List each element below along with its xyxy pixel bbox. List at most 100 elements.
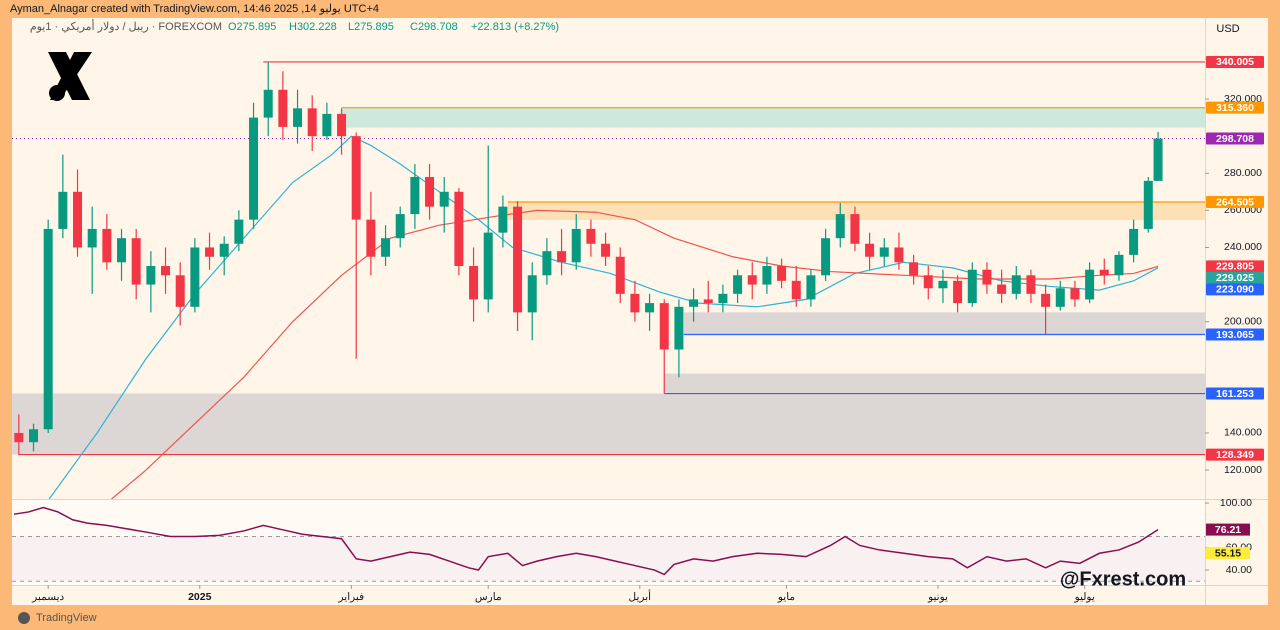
candle-body (131, 238, 141, 285)
candle-body (689, 299, 699, 307)
candle-body (542, 251, 552, 276)
candle-body (454, 191, 464, 267)
candle-body (469, 266, 479, 300)
candle-body (982, 269, 992, 285)
price-label-box (1206, 101, 1264, 114)
credit: Ayman_Alnagar created with TradingView.c… (10, 3, 379, 15)
watermark: @Fxrest.com (1060, 568, 1186, 590)
candle-body (175, 275, 185, 307)
price-label-box (1206, 260, 1264, 273)
y-tick-label: 100.00 (1220, 497, 1252, 509)
y-tick-label: 140.000 (1224, 427, 1262, 439)
candle-body (762, 266, 772, 285)
candle-body (645, 303, 655, 313)
y-tick-label: 120.000 (1224, 464, 1262, 476)
candle-body (630, 293, 640, 313)
y-tick-label: 40.00 (1226, 564, 1252, 576)
candle-body (161, 266, 171, 276)
y-tick-label: 240.000 (1224, 241, 1262, 253)
candle-body (909, 262, 919, 276)
candle-body (14, 432, 24, 443)
rsi-label: 76.21 (1215, 524, 1241, 536)
zone (507, 202, 1205, 221)
brand-icon (18, 612, 30, 624)
candle-body (835, 214, 845, 239)
rsi-label: 55.15 (1215, 547, 1241, 559)
candle-body (733, 275, 743, 294)
candle-body (1099, 269, 1109, 276)
candle-body (674, 306, 684, 350)
candle-body (1011, 275, 1021, 294)
candle-body (205, 247, 215, 257)
candle-body (293, 108, 303, 127)
candle-body (498, 206, 508, 233)
x-tick-label: مارس (475, 591, 502, 603)
candle-body (263, 89, 273, 118)
candle-body (307, 108, 317, 137)
candle-body (146, 266, 156, 285)
price-label: 223.090 (1216, 284, 1254, 296)
candle-body (601, 243, 611, 257)
candle-body (953, 280, 963, 304)
price-label: 264.505 (1216, 196, 1254, 208)
candle-body (483, 232, 493, 300)
candle-body (777, 266, 787, 281)
rsi-label-box (1206, 523, 1250, 536)
candle-body (1055, 288, 1065, 307)
x-tick-label: فبراير (338, 591, 365, 603)
candle-body (571, 228, 581, 263)
candle-body (703, 299, 713, 304)
candle-body (87, 228, 97, 248)
candle-body (1143, 180, 1153, 229)
rsi-line (13, 506, 1159, 576)
candle-body (865, 243, 875, 257)
candle-body (1026, 275, 1036, 294)
zone (341, 107, 1205, 128)
candle-body (967, 269, 977, 304)
ohlc-high: H302.228 (289, 21, 337, 33)
candle-body (322, 113, 332, 137)
candle-body (1070, 288, 1080, 300)
candle-body (791, 280, 801, 300)
candle-body (1085, 269, 1095, 300)
x-tick-label: ديسمبر (31, 591, 64, 603)
candle-body (821, 238, 831, 276)
logo (48, 52, 92, 101)
candle-body (718, 293, 728, 304)
candle-body (894, 247, 904, 263)
candle-body (557, 251, 567, 263)
x-tick-label: يوليو (1074, 591, 1095, 603)
candle-body (219, 243, 229, 257)
layer (12, 506, 1205, 582)
candle-body (29, 429, 39, 443)
price-label-box (1206, 55, 1264, 68)
candle-body (586, 228, 596, 244)
x-tick-label: يونيو (927, 591, 948, 603)
ohlc-low: L275.895 (348, 21, 394, 33)
candle-body (938, 280, 948, 289)
candle-body (439, 191, 449, 207)
price-label-box (1206, 387, 1264, 400)
zone (683, 312, 1205, 335)
candle-body (513, 206, 523, 313)
candle-body (615, 256, 625, 294)
candle-body (923, 275, 933, 289)
candle-body (234, 219, 244, 244)
candle-body (1114, 254, 1124, 276)
candle-body (527, 275, 537, 313)
candle-body (278, 89, 288, 127)
y-tick-label: 280.000 (1224, 167, 1262, 179)
brand: TradingView (36, 612, 97, 624)
candle-body (190, 247, 200, 307)
y-tick-label: 200.000 (1224, 315, 1262, 327)
price-label: 128.349 (1216, 449, 1254, 461)
candle-body (395, 214, 405, 239)
change: +22.813 (+8.27%) (471, 21, 559, 33)
candle-body (1153, 138, 1163, 181)
candle-body (850, 214, 860, 244)
price-label: 315.360 (1216, 102, 1254, 114)
candle-body (43, 228, 53, 430)
layer (12, 61, 1205, 499)
price-label-box (1206, 283, 1264, 296)
price-label: 340.005 (1216, 56, 1254, 68)
